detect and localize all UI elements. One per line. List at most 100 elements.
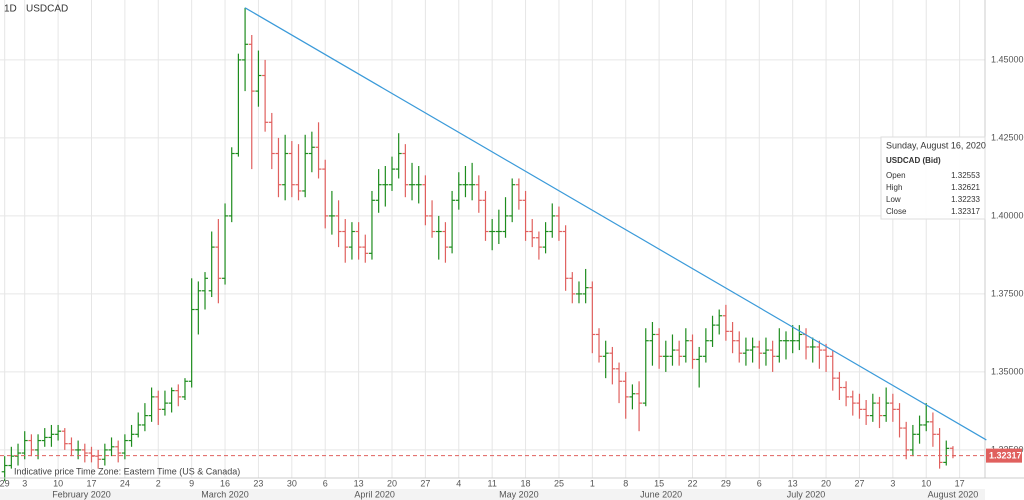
ohlc-bar: [101, 443, 108, 466]
ohlc-bar: [789, 325, 796, 354]
ohlc-bar: [502, 197, 509, 238]
ohlc-bar: [662, 340, 669, 372]
ohlc-bar: [776, 328, 783, 363]
x-tick-label: 27: [854, 478, 864, 488]
ohlc-bar: [275, 137, 282, 198]
month-label: July 2020: [787, 489, 826, 499]
x-tick-label: 25: [554, 478, 564, 488]
ohlc-bar: [21, 431, 28, 460]
tooltip: Sunday, August 16, 2020 USDCAD (Bid) Ope…: [880, 136, 986, 220]
ohlc-bar: [582, 268, 589, 304]
month-label: April 2020: [354, 489, 395, 499]
ohlc-bar: [395, 133, 402, 179]
ohlc-bar: [161, 390, 168, 416]
ohlc-bar: [756, 340, 763, 369]
x-tick-label: 27: [420, 478, 430, 488]
ohlc-bar: [809, 337, 816, 363]
x-tick-label: 6: [757, 478, 762, 488]
ohlc-bar: [75, 440, 82, 460]
ohlc-bar: [81, 443, 88, 463]
x-tick-label: 8: [623, 478, 628, 488]
x-tick-label: 9: [189, 478, 194, 488]
x-tick-label: 13: [788, 478, 798, 488]
x-tick-label: 29: [0, 478, 10, 488]
tooltip-label: Low: [886, 195, 901, 204]
ohlc-bar: [535, 231, 542, 260]
tooltip-value: 1.32553: [951, 171, 980, 180]
ohlc-bar: [315, 122, 322, 179]
ohlc-bar: [575, 281, 582, 304]
ohlc-bar: [676, 340, 683, 366]
ohlc-bar: [649, 321, 656, 366]
ohlc-bar: [702, 328, 709, 363]
ohlc-bar: [262, 59, 269, 132]
ohlc-bar: [308, 131, 315, 173]
ohlc-bar: [48, 424, 55, 447]
ohlc-bar: [916, 415, 923, 444]
ohlc-bar: [515, 178, 522, 210]
ohlc-bar: [495, 209, 502, 244]
ohlc-bar: [295, 144, 302, 201]
x-tick-label: 22: [687, 478, 697, 488]
ohlc-bar: [823, 343, 830, 372]
ohlc-bar: [368, 190, 375, 260]
ohlc-bar: [896, 403, 903, 438]
x-tick-label: 13: [354, 478, 364, 488]
ohlc-bar: [222, 203, 229, 285]
ohlc-bar: [95, 449, 102, 469]
ohlc-bar: [135, 412, 142, 438]
month-label: March 2020: [201, 489, 249, 499]
x-tick-label: 2: [156, 478, 161, 488]
ohlc-bar: [689, 334, 696, 369]
ohlc-bar: [669, 334, 676, 366]
month-label: February 2020: [52, 489, 111, 499]
ohlc-bar: [629, 384, 636, 410]
ohlc-bar: [616, 362, 623, 404]
x-tick-label: 10: [53, 478, 63, 488]
ohlc-bar: [909, 424, 916, 457]
ohlc-bar: [843, 381, 850, 407]
x-tick-label: 3: [22, 478, 27, 488]
ohlc-bar: [716, 309, 723, 335]
ohlc-bar: [282, 134, 289, 201]
ohlc-bar: [108, 437, 115, 457]
ohlc-bar: [642, 328, 649, 407]
month-label: June 2020: [640, 489, 682, 499]
y-tick-label: 1.45000: [991, 54, 1024, 64]
x-tick-label: 20: [387, 478, 397, 488]
ohlc-bar: [181, 378, 188, 400]
y-tick-label: 1.37500: [991, 288, 1024, 298]
ohlc-bar: [121, 434, 128, 460]
ohlc-bar: [469, 162, 476, 201]
ohlc-bar: [869, 393, 876, 422]
ohlc-bar: [388, 156, 395, 191]
ohlc-bar: [602, 340, 609, 379]
ohlc-bar: [455, 172, 462, 210]
ohlc-bar: [682, 328, 689, 363]
ohlc-bar: [729, 321, 736, 354]
price-note: Indicative price: [14, 466, 74, 476]
ohlc-bar: [435, 215, 442, 260]
ohlc-bar: [402, 144, 409, 198]
ohlc-bar: [1, 456, 8, 482]
ohlc-bar: [562, 225, 569, 291]
ohlc-bar: [362, 234, 369, 263]
ohlc-bar: [195, 281, 202, 335]
ohlc-bar: [636, 381, 643, 432]
ohlc-bar: [41, 428, 48, 447]
ohlc-bar: [722, 304, 729, 341]
tooltip-value: 1.32233: [951, 195, 980, 204]
ohlc-bar: [943, 440, 950, 466]
x-tick-label: 3: [890, 478, 895, 488]
ohlc-bar: [215, 219, 222, 304]
ohlc-bar: [128, 424, 135, 447]
trend-line: [244, 7, 987, 441]
ohlc-bar: [188, 278, 195, 388]
y-tick-label: 1.40000: [991, 210, 1024, 220]
ohlc-bar: [268, 112, 275, 170]
ohlc-bar: [589, 281, 596, 354]
ohlc-bar: [288, 141, 295, 198]
ohlc-bar: [148, 387, 155, 422]
ohlc-bar: [656, 328, 663, 369]
x-tick-label: 30: [287, 478, 297, 488]
